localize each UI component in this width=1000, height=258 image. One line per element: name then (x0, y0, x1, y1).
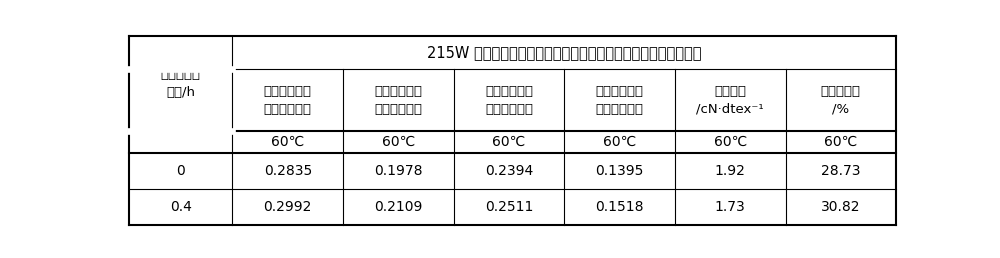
Text: 60℃: 60℃ (271, 135, 304, 149)
Text: 60℃: 60℃ (824, 135, 857, 149)
Text: 0.2511: 0.2511 (485, 200, 533, 214)
Text: 动态顺鳞片层
表面摩擦系数: 动态顺鳞片层 表面摩擦系数 (596, 85, 644, 116)
Text: 0: 0 (176, 164, 185, 178)
Text: 60℃: 60℃ (382, 135, 415, 149)
Text: 静态顺鳞片层
表面摩擦系数: 静态顺鳞片层 表面摩擦系数 (485, 85, 533, 116)
Text: 30.82: 30.82 (821, 200, 861, 214)
Text: 0.2835: 0.2835 (264, 164, 312, 178)
Text: 0.2109: 0.2109 (374, 200, 423, 214)
Text: 0.1978: 0.1978 (374, 164, 423, 178)
Text: 0.4: 0.4 (170, 200, 192, 214)
Text: 断裂伸长率
/%: 断裂伸长率 /% (821, 85, 861, 116)
Text: 静态逆鳞片层
表面摩擦系数: 静态逆鳞片层 表面摩擦系数 (264, 85, 312, 116)
Text: 60℃: 60℃ (603, 135, 636, 149)
Text: 0.1518: 0.1518 (595, 200, 644, 214)
Text: 1.73: 1.73 (715, 200, 746, 214)
Text: 28.73: 28.73 (821, 164, 861, 178)
Text: 超声波处理
时间/h: 超声波处理 时间/h (161, 68, 201, 99)
Text: 0.2992: 0.2992 (264, 200, 312, 214)
Text: 断裂强度
/cN·dtex⁻¹: 断裂强度 /cN·dtex⁻¹ (696, 85, 764, 116)
Text: 0.2394: 0.2394 (485, 164, 533, 178)
Text: 0.1395: 0.1395 (595, 164, 644, 178)
Text: 215W 超声波处理前后羊毛纤维的表面摩擦系数（与羊毛纤维辊）: 215W 超声波处理前后羊毛纤维的表面摩擦系数（与羊毛纤维辊） (427, 45, 702, 60)
Text: 60℃: 60℃ (492, 135, 526, 149)
Text: 60℃: 60℃ (714, 135, 747, 149)
Text: 动态逆鳞片层
表面摩擦系数: 动态逆鳞片层 表面摩擦系数 (374, 85, 422, 116)
Text: 1.92: 1.92 (715, 164, 746, 178)
